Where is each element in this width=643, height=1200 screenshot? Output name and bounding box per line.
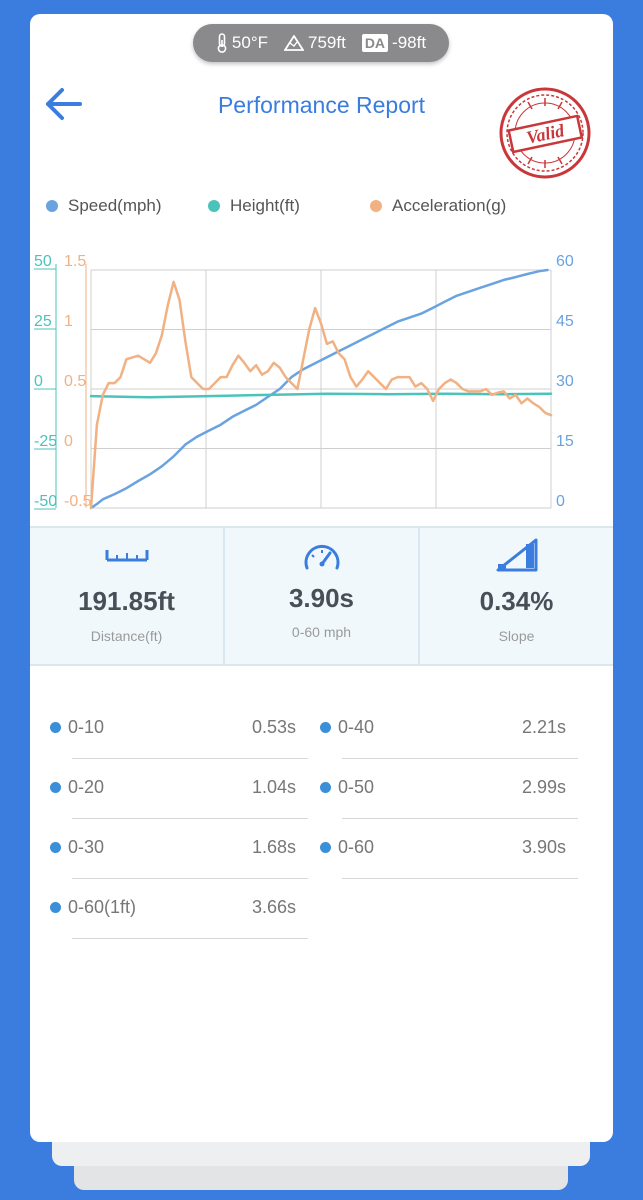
height-tick-label: 50	[34, 253, 52, 270]
speed-tick-label: 30	[556, 373, 574, 390]
split-value: 2.21s	[521, 717, 566, 737]
split-value: 0.53s	[251, 717, 296, 737]
row-divider	[342, 818, 578, 819]
split-label: 0-60	[338, 837, 375, 857]
slope-value: 0.34%	[479, 586, 554, 616]
row-divider	[342, 758, 578, 759]
back-arrow-icon[interactable]	[44, 86, 84, 122]
legend-height-label: Height(ft)	[230, 196, 300, 215]
legend-speed: Speed(mph)	[46, 196, 162, 216]
report-card: 50°F 759ft DA -98ft Performance Report V…	[30, 14, 613, 1142]
height-tick-label: -25	[34, 433, 57, 450]
thermometer-icon	[217, 33, 227, 53]
row-divider	[72, 818, 308, 819]
split-value: 1.68s	[251, 837, 296, 857]
mountain-icon	[284, 35, 304, 51]
split-value: 1.04s	[251, 777, 296, 797]
row-divider	[342, 878, 578, 879]
bullet-dot	[50, 842, 61, 853]
slope-label: Slope	[498, 628, 535, 644]
row-divider	[72, 878, 308, 879]
density-altitude-value: -98ft	[392, 33, 427, 52]
stat-slope: 0.34% Slope	[418, 528, 613, 664]
bullet-dot	[320, 842, 331, 853]
speed-series-line	[89, 268, 549, 510]
split-row: 0-60(1ft) 3.66s	[50, 888, 308, 939]
acceleration-tick-label: 1.5	[64, 253, 86, 270]
split-label: 0-40	[338, 717, 375, 737]
card-shadow-mid	[52, 1138, 590, 1166]
legend-acceleration: Acceleration(g)	[370, 196, 506, 216]
acceleration-tick-label: -0.5	[64, 493, 92, 510]
height-tick-label: 25	[34, 313, 52, 330]
split-label: 0-10	[68, 717, 105, 737]
speedometer-icon	[304, 545, 339, 570]
elevation-value: 759ft	[308, 33, 346, 52]
bullet-dot	[50, 902, 61, 913]
zero-to-sixty-value: 3.90s	[288, 583, 355, 613]
split-value: 2.99s	[521, 777, 566, 797]
row-divider	[72, 938, 308, 939]
split-row: 0-20 1.04s	[50, 768, 308, 819]
temperature-item: 50°F	[216, 33, 268, 53]
legend-height: Height(ft)	[208, 196, 300, 216]
split-row: 0-30 1.68s	[50, 828, 308, 879]
chart-legend: Speed(mph) Height(ft) Acceleration(g)	[46, 196, 606, 220]
density-altitude-item: DA -98ft	[361, 33, 427, 53]
da-badge: DA	[361, 34, 389, 52]
acceleration-tick-label: 1	[64, 313, 73, 330]
stat-distance: 191.85ft Distance(ft)	[30, 528, 223, 664]
split-row: 0-50 2.99s	[320, 768, 578, 819]
bullet-dot	[320, 782, 331, 793]
bullet-dot	[320, 722, 331, 733]
row-divider	[72, 758, 308, 759]
split-value: 3.66s	[251, 897, 296, 917]
bullet-dot	[50, 782, 61, 793]
height-tick-label: -50	[34, 493, 57, 510]
slope-icon	[496, 538, 537, 572]
valid-stamp: Valid	[499, 87, 591, 179]
distance-label: Distance(ft)	[90, 628, 163, 644]
legend-acceleration-label: Acceleration(g)	[392, 196, 507, 215]
temperature-value: 50°F	[231, 33, 268, 52]
ruler-icon	[105, 550, 148, 562]
height-series-line	[89, 392, 553, 399]
legend-speed-label: Speed(mph)	[68, 196, 162, 215]
speed-tick-label: 15	[556, 433, 574, 450]
performance-chart: 50 25 0 -25 -50 1.5 1 0.5 0 -0.5 60 45 30 15 0	[34, 253, 574, 510]
legend-acceleration-swatch	[370, 200, 382, 212]
elevation-item: 759ft	[284, 33, 346, 53]
bullet-dot	[50, 722, 61, 733]
acceleration-series-line	[89, 280, 553, 510]
speed-tick-label: 0	[556, 493, 565, 510]
stamp-text: Valid	[525, 120, 567, 148]
split-row: 0-10 0.53s	[50, 708, 308, 759]
height-tick-label: 0	[34, 373, 43, 390]
split-label: 0-30	[68, 837, 105, 857]
split-label: 0-50	[338, 777, 375, 797]
stat-zero-to-sixty: 3.90s 0-60 mph	[223, 528, 418, 664]
page-title: Performance Report	[217, 92, 426, 118]
acceleration-tick-label: 0.5	[64, 373, 86, 390]
speed-tick-label: 60	[556, 253, 574, 270]
legend-height-swatch	[208, 200, 220, 212]
legend-speed-swatch	[46, 200, 58, 212]
distance-value: 191.85ft	[78, 586, 175, 616]
speed-tick-label: 45	[556, 313, 574, 330]
split-row: 0-60 3.90s	[320, 828, 578, 879]
split-label: 0-20	[68, 777, 105, 797]
split-label: 0-60(1ft)	[68, 897, 137, 917]
split-value: 3.90s	[521, 837, 566, 857]
split-row: 0-40 2.21s	[320, 708, 578, 759]
stats-panel: 191.85ft Distance(ft) 3.90s 0-60 mph	[30, 526, 613, 666]
zero-to-sixty-label: 0-60 mph	[291, 624, 352, 640]
acceleration-tick-label: 0	[64, 433, 73, 450]
conditions-pill: 50°F 759ft DA -98ft	[193, 24, 449, 62]
